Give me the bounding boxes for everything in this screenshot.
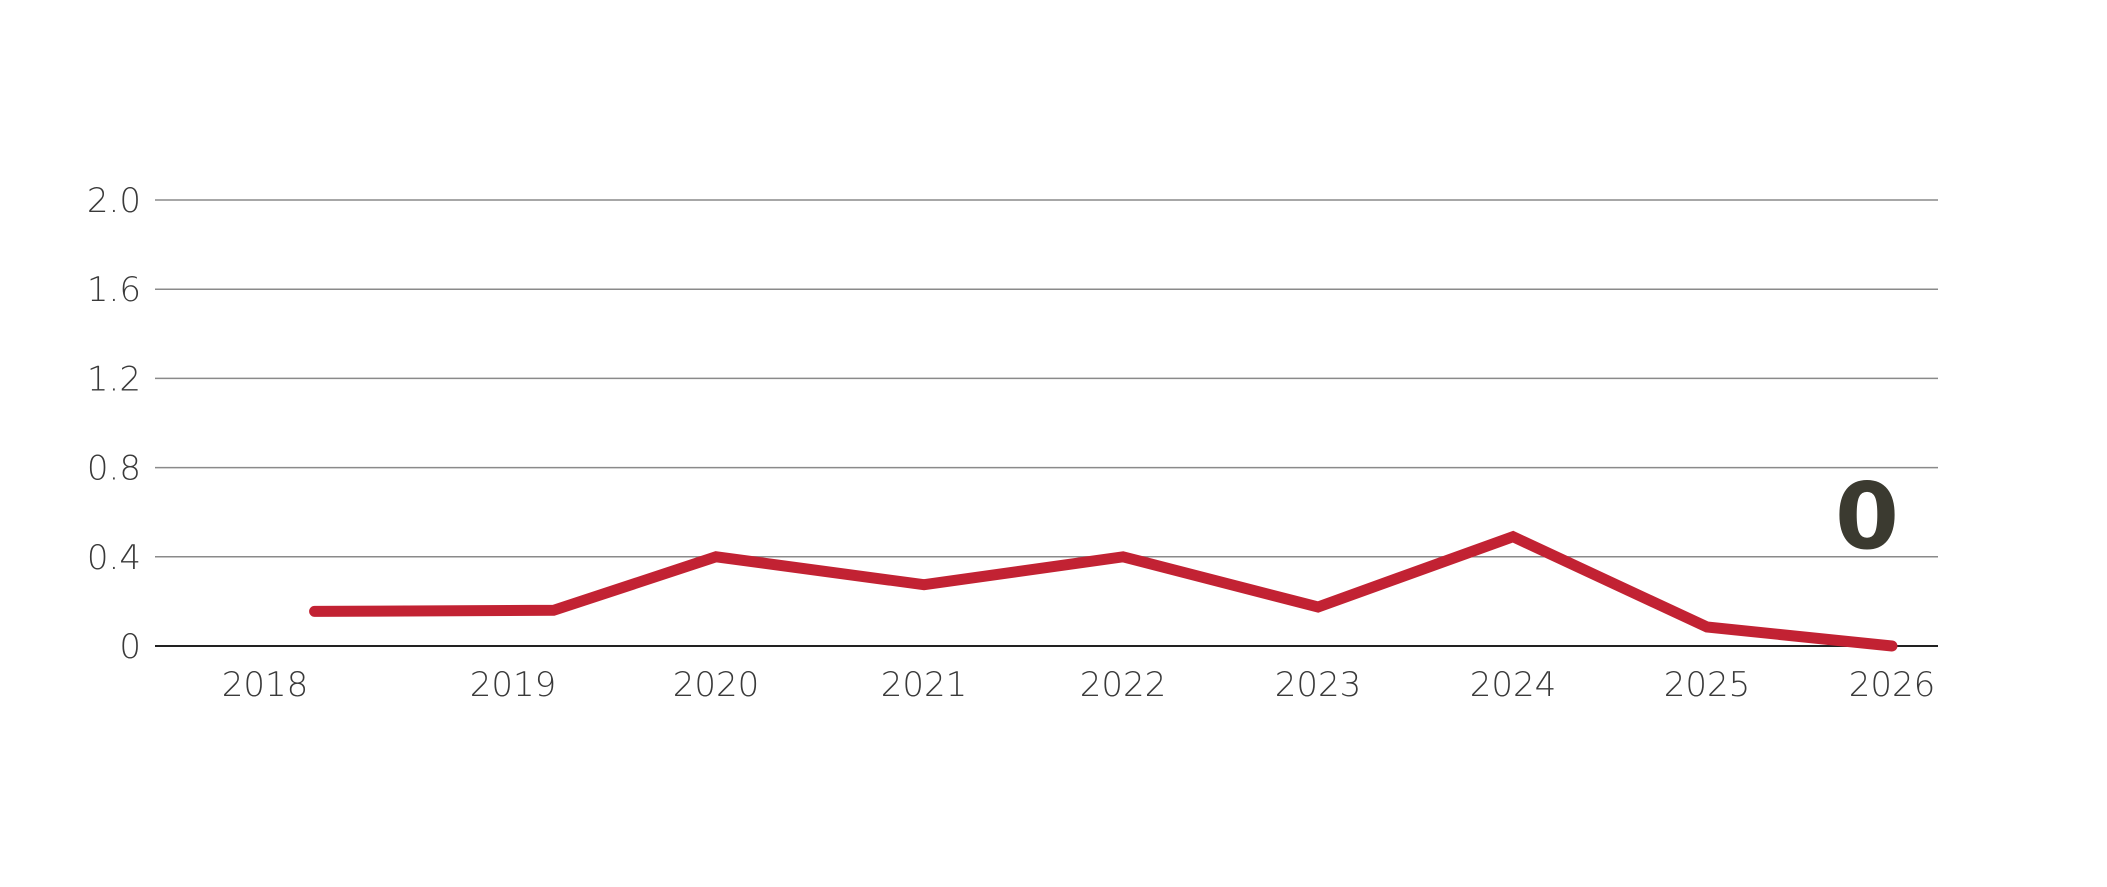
x-tick-label: 2018	[222, 665, 309, 705]
y-tick-label: 0	[119, 627, 141, 667]
y-tick-label: 1.2	[87, 359, 141, 399]
x-tick-label: 2024	[1470, 665, 1557, 705]
x-tick-label: 2022	[1080, 665, 1167, 705]
x-tick-label: 2019	[470, 665, 557, 705]
x-axis: 2018 2019 2020 2021 2022 2023 2024 2025 2026	[222, 665, 1936, 705]
last-value-label: 0	[1835, 463, 1899, 570]
y-axis: 0 0.4 0.8 1.2 1.6 2.0	[87, 181, 141, 667]
series-group	[309, 530, 1898, 652]
x-tick-label: 2026	[1849, 665, 1936, 705]
y-tick-label: 0.4	[87, 538, 141, 578]
x-tick-label: 2021	[881, 665, 968, 705]
series-line	[309, 530, 1898, 652]
x-tick-label: 2023	[1275, 665, 1362, 705]
grid-lines	[155, 199, 1938, 647]
x-tick-label: 2025	[1664, 665, 1751, 705]
y-tick-label: 2.0	[87, 181, 141, 221]
x-tick-label: 2020	[673, 665, 760, 705]
y-tick-label: 0.8	[87, 449, 141, 489]
y-tick-label: 1.6	[87, 270, 141, 310]
